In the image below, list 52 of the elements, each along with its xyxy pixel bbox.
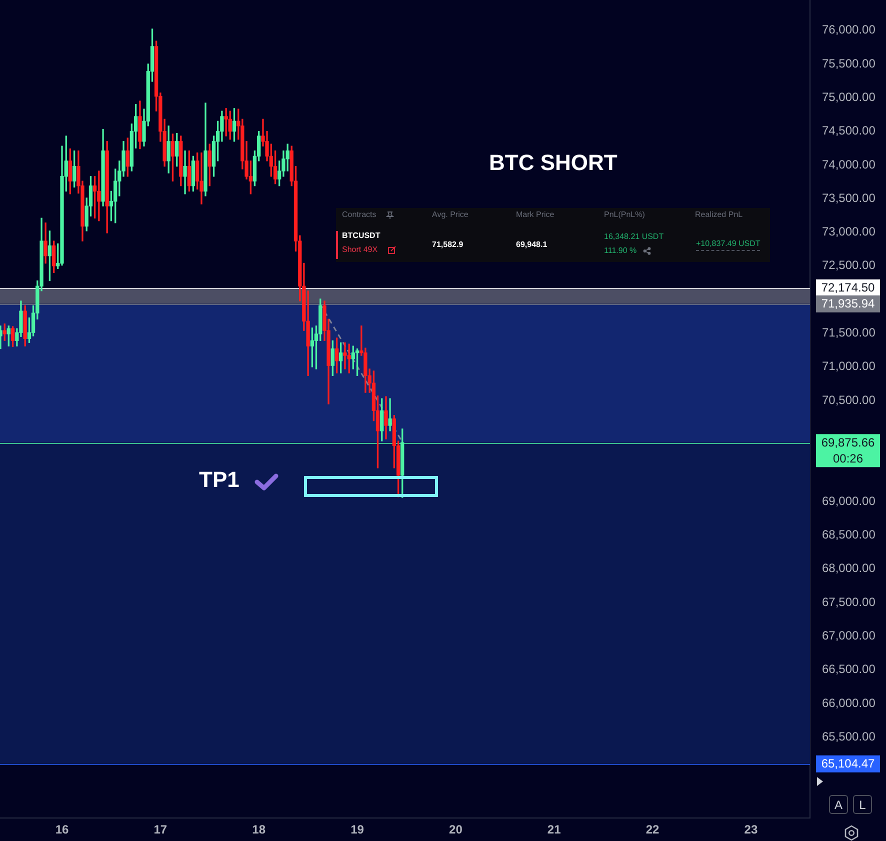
candlestick [388, 398, 392, 432]
ref-line-label: 65,104.47 [821, 756, 876, 771]
x-tick-label: 16 [55, 822, 69, 837]
ref-line-label: 69,875.66 00:26 [821, 435, 876, 466]
annotation: 111.90 % [604, 246, 637, 255]
y-tick-label: 67,500.00 [822, 594, 876, 609]
annotation: 69,948.1 [516, 240, 548, 249]
x-tick-label: 21 [547, 822, 562, 837]
toggle-button[interactable]: L [853, 795, 872, 814]
y-tick-label: 75,500.00 [822, 56, 876, 70]
y-tick-label: 69,000.00 [822, 494, 876, 508]
annotation: TP1 [199, 467, 240, 492]
candlestick [224, 108, 228, 136]
y-tick-label: 71,000.00 [822, 359, 876, 374]
y-tick-label: 75,000.00 [822, 90, 876, 104]
annotation: Short 49X [342, 245, 378, 254]
annotation: Avg. Price [432, 210, 468, 219]
y-tick-label: 76,000.00 [822, 22, 876, 37]
y-tick-label: 70,500.00 [822, 392, 876, 407]
annotation: Realized PnL [695, 210, 743, 219]
y-tick-label: 73,000.00 [822, 224, 876, 239]
annotation: 71,582.9 [432, 240, 464, 249]
y-tick-label: 66,000.00 [822, 696, 876, 710]
y-tick-label: 72,500.00 [822, 258, 876, 272]
x-tick-label: 19 [350, 822, 364, 837]
annotation: Contracts [342, 210, 376, 219]
x-tick-label: 18 [252, 822, 266, 837]
annotation: BTCUSDT [342, 231, 380, 240]
y-tick-label: 67,000.00 [822, 628, 876, 643]
candlestick [183, 150, 187, 194]
annotation: PnL(PnL%) [604, 210, 645, 219]
toggle-button[interactable]: A [829, 795, 848, 814]
y-tick-label: 68,000.00 [822, 561, 876, 576]
y-tick-label: 65,500.00 [822, 730, 876, 744]
annotation: Mark Price [516, 210, 554, 219]
y-tick-label: 68,500.00 [822, 528, 876, 542]
annotation: 16,348.21 USDT [604, 232, 664, 241]
x-tick-label: 17 [154, 822, 168, 837]
ref-line-label: 71,935.94 [821, 296, 876, 311]
x-tick-label: 23 [744, 822, 758, 837]
annotation: +10,837.49 USDT [696, 239, 760, 251]
y-tick-label: 74,500.00 [822, 124, 876, 138]
x-tick-label: 22 [646, 822, 660, 837]
ref-line-label: 72,174.50 [821, 280, 876, 295]
candlestick [343, 342, 347, 370]
text: BTC SHORT [489, 150, 618, 175]
y-tick-label: 71,500.00 [822, 326, 876, 340]
candlestick [200, 152, 204, 204]
y-tick-label: 66,500.00 [822, 662, 876, 676]
y-tick-label: 74,000.00 [822, 157, 876, 172]
x-tick-label: 20 [449, 822, 463, 837]
y-tick-label: 73,500.00 [822, 190, 876, 205]
